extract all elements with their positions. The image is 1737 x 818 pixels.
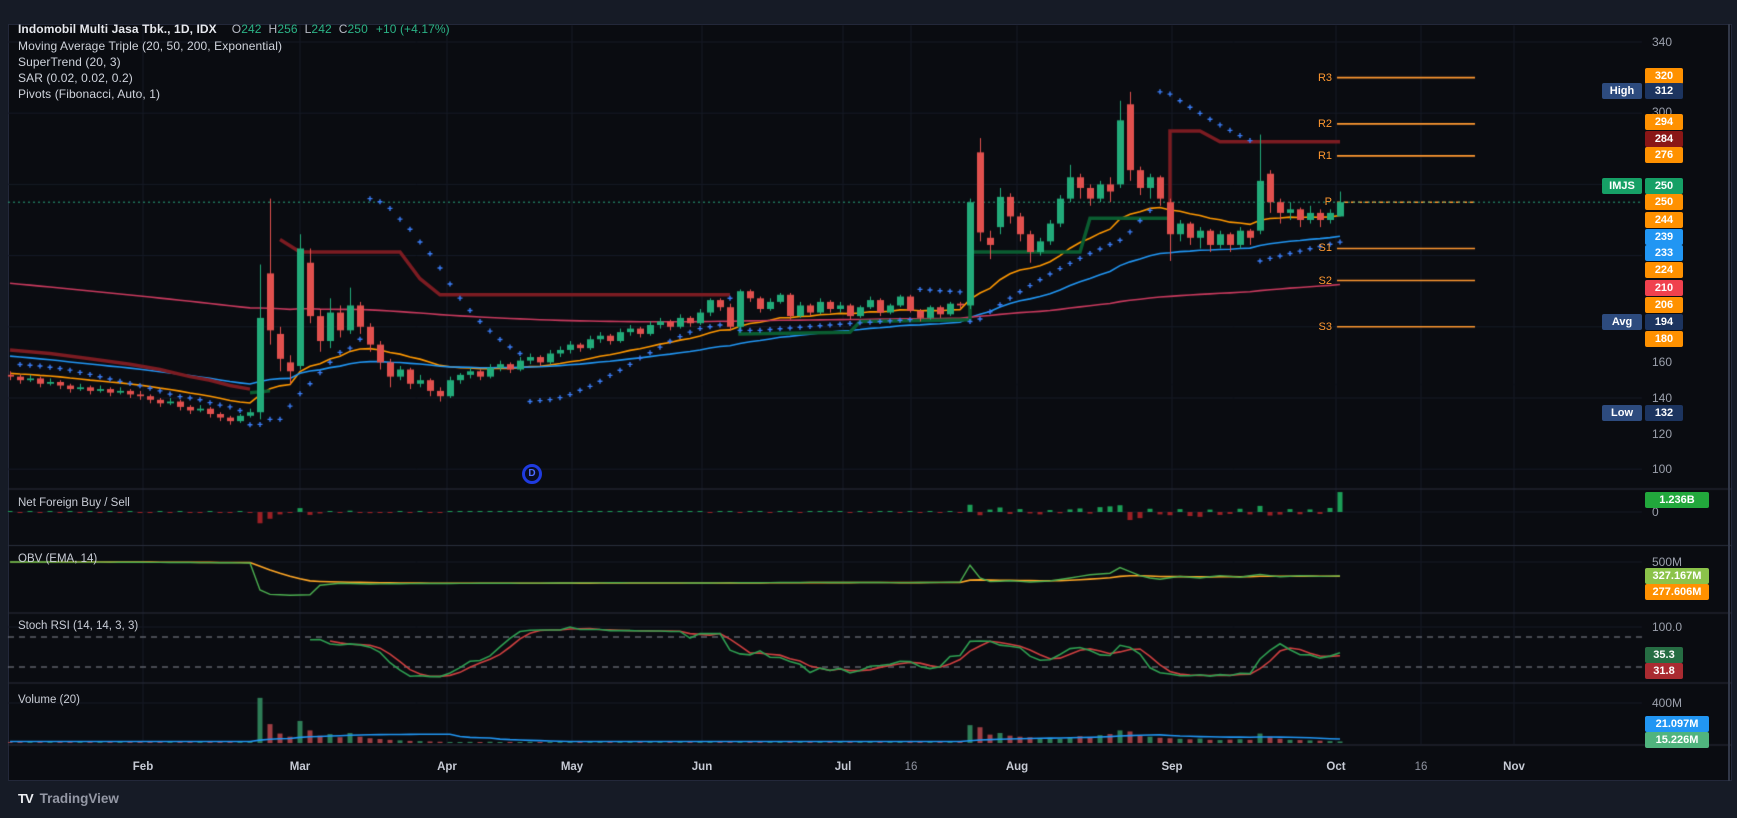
pivot-label-r1: R1 <box>1317 149 1332 162</box>
ohlc-values: O242 H256 L242 C250 <box>225 22 368 36</box>
axis-value-badge: 277.606M <box>1645 584 1709 600</box>
axis-value-badge: 284 <box>1645 131 1683 147</box>
pane-title-volume[interactable]: Volume (20) <box>18 694 81 706</box>
pane-title-stoch-rsi[interactable]: Stoch RSI (14, 14, 3, 3) <box>18 620 139 632</box>
axis-value-badge: 224 <box>1645 262 1683 278</box>
axis-value-badge: 210 <box>1645 280 1683 296</box>
axis-price-label: 120 <box>1652 427 1673 441</box>
time-axis-label: May <box>560 761 584 773</box>
time-axis-label: Aug <box>1005 761 1029 773</box>
pivot-label-r2: R2 <box>1317 117 1332 130</box>
change-value: +10 (+4.17%) <box>375 22 450 36</box>
time-axis-label: 16 <box>904 761 918 773</box>
right-scrollbar[interactable] <box>1728 24 1730 781</box>
axis-price-label: 100 <box>1652 462 1673 476</box>
pane-title-net-foreign[interactable]: Net Foreign Buy / Sell <box>18 497 130 509</box>
axis-value-badge: 194 <box>1645 314 1683 330</box>
axis-value-badge: 239 <box>1645 229 1683 245</box>
axis-tag-low: Low <box>1602 405 1642 421</box>
pivot-label-s1: S1 <box>1318 242 1332 255</box>
pivot-label-s2: S2 <box>1318 274 1332 287</box>
pivot-label-s3: S3 <box>1318 320 1332 333</box>
time-axis-label: Jul <box>834 761 852 773</box>
tradingview-logo[interactable]: TV TradingView <box>18 791 119 806</box>
axis-value-badge: 294 <box>1645 114 1683 130</box>
axis-price-label: 160 <box>1652 355 1673 369</box>
pivot-label-p: P <box>1324 196 1332 209</box>
axis-tag-avg: Avg <box>1602 314 1642 330</box>
axis-tag-imjs: IMJS <box>1602 178 1642 194</box>
axis-value-badge: 31.8 <box>1645 663 1683 679</box>
time-axis-label: Nov <box>1503 761 1525 773</box>
ohlc-value: 242 <box>311 22 332 36</box>
axis-value-badge: 250 <box>1645 178 1683 194</box>
ohlc-value: 250 <box>347 22 368 36</box>
axis-value-badge: 250 <box>1645 194 1683 210</box>
ohlc-key: L <box>304 22 312 36</box>
axis-value-badge: 132 <box>1645 405 1683 421</box>
axis-price-label: 0 <box>1652 505 1659 519</box>
axis-value-badge: 233 <box>1645 245 1683 261</box>
tradingview-brand-text: TradingView <box>39 791 119 806</box>
axis-price-label: 140 <box>1652 391 1673 405</box>
time-axis-label: Oct <box>1326 761 1346 773</box>
pane-title-obv[interactable]: OBV (EMA, 14) <box>18 553 98 565</box>
axis-price-label: 100.0 <box>1652 620 1683 634</box>
ohlc-key: H <box>268 22 278 36</box>
time-axis-label: Jun <box>691 761 713 773</box>
indicator-legend-row[interactable]: Pivots (Fibonacci, Auto, 1) <box>18 87 161 101</box>
ohlc-value: 256 <box>277 22 298 36</box>
ohlc-key: C <box>338 22 348 36</box>
axis-value-badge: 180 <box>1645 331 1683 347</box>
pivot-label-r3: R3 <box>1317 71 1332 84</box>
axis-tag-high: High <box>1602 83 1642 99</box>
axis-price-label: 340 <box>1652 35 1673 49</box>
indicator-legend-row[interactable]: SuperTrend (20, 3) <box>18 55 121 69</box>
time-axis-label: 16 <box>1414 761 1428 773</box>
axis-value-badge: 312 <box>1645 83 1683 99</box>
axis-value-badge: 320 <box>1645 68 1683 84</box>
ohlc-value: 242 <box>241 22 262 36</box>
axis-value-badge: 276 <box>1645 147 1683 163</box>
indicator-legend-row[interactable]: Moving Average Triple (20, 50, 200, Expo… <box>18 39 283 53</box>
axis-price-label: 400M <box>1652 696 1683 710</box>
time-axis-label: Apr <box>437 761 457 773</box>
axis-price-label: 500M <box>1652 555 1683 569</box>
axis-value-badge: 15.226M <box>1645 732 1709 748</box>
symbol-title: Indomobil Multi Jasa Tbk., 1D, IDX <box>18 22 217 36</box>
time-axis-label: Feb <box>132 761 154 773</box>
time-axis-label: Mar <box>289 761 311 773</box>
axis-value-badge: 1.236B <box>1645 492 1709 508</box>
tradingview-glyph-icon: TV <box>18 791 34 806</box>
dividend-marker[interactable]: D <box>522 464 542 484</box>
ohlc-key: O <box>231 22 242 36</box>
indicator-legend-row[interactable]: SAR (0.02, 0.02, 0.2) <box>18 71 133 85</box>
axis-value-badge: 21.097M <box>1645 716 1709 732</box>
axis-value-badge: 244 <box>1645 212 1683 228</box>
time-axis-label: Sep <box>1161 761 1183 773</box>
axis-value-badge: 206 <box>1645 297 1683 313</box>
axis-value-badge: 327.167M <box>1645 568 1709 584</box>
legend-symbol-row[interactable]: Indomobil Multi Jasa Tbk., 1D, IDX O242 H2… <box>18 22 450 36</box>
axis-value-badge: 35.3 <box>1645 647 1683 663</box>
